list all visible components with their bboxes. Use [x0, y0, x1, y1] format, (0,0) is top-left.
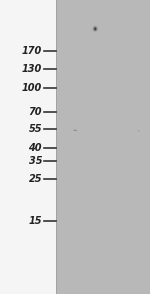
- Text: 35: 35: [28, 156, 42, 166]
- Bar: [56, 0, 150, 294]
- Text: 15: 15: [28, 216, 42, 225]
- Text: 100: 100: [22, 83, 42, 93]
- Text: 130: 130: [22, 64, 42, 74]
- Text: 25: 25: [28, 174, 42, 184]
- Text: 70: 70: [28, 107, 42, 117]
- Text: 170: 170: [22, 46, 42, 56]
- Text: 55: 55: [28, 124, 42, 134]
- Bar: [0, 0, 56, 294]
- Text: 40: 40: [28, 143, 42, 153]
